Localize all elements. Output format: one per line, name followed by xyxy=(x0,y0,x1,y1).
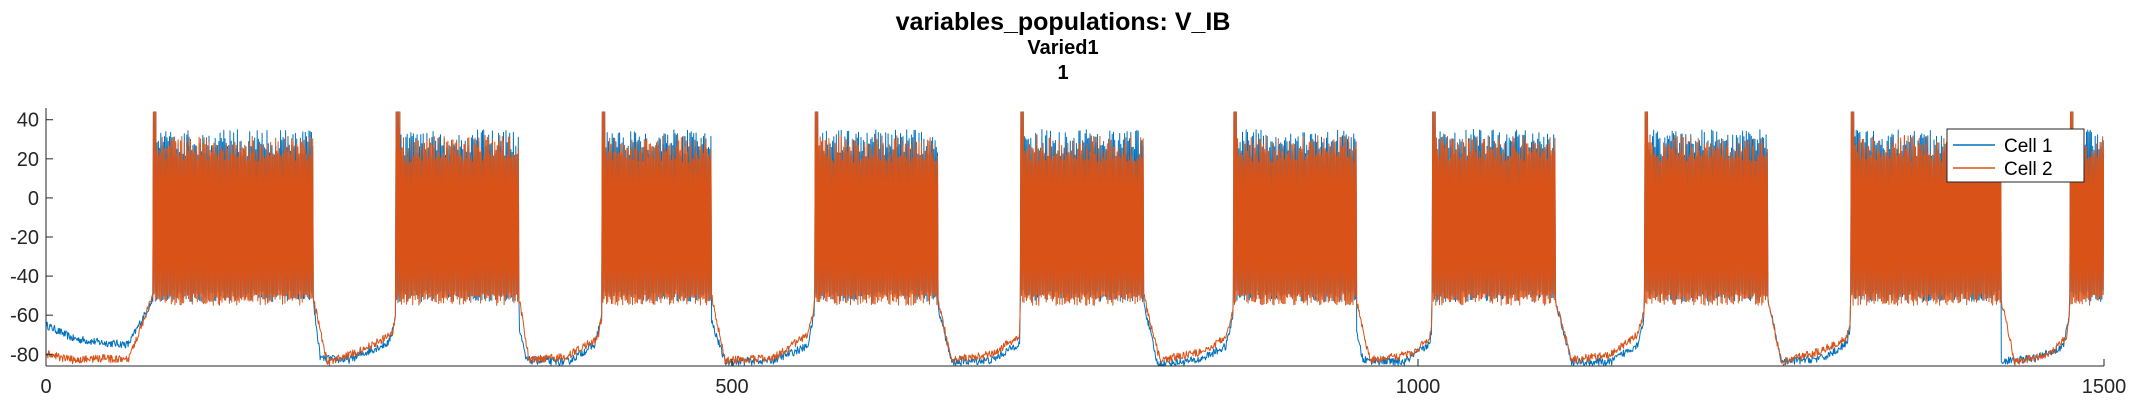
chart-subtitle-1: Varied1 xyxy=(1027,37,1098,59)
x-tick-label: 1000 xyxy=(1396,376,1441,398)
legend-label-cell-2: Cell 2 xyxy=(2004,159,2053,180)
series-line-cell-2 xyxy=(46,111,2104,366)
y-tick-label: -60 xyxy=(10,305,39,327)
x-ticks: 0 500 1000 1500 xyxy=(40,359,2126,398)
y-tick-label: 20 xyxy=(17,149,39,171)
y-tick-label: -20 xyxy=(10,227,39,249)
y-tick-label: -80 xyxy=(10,344,39,366)
legend: Cell 1 Cell 2 xyxy=(1946,128,2085,183)
x-tick-label: 0 xyxy=(40,376,51,398)
x-tick-label: 1500 xyxy=(2082,376,2127,398)
y-tick-label: 40 xyxy=(17,110,39,132)
y-tick-label: -40 xyxy=(10,266,39,288)
chart-title: variables_populations: V_IB xyxy=(896,8,1231,36)
y-tick-label: 0 xyxy=(28,188,39,210)
x-tick-label: 500 xyxy=(715,376,748,398)
legend-label-cell-1: Cell 1 xyxy=(2004,136,2053,157)
legend-box xyxy=(1946,128,2085,183)
series-layer xyxy=(46,111,2104,366)
chart-subtitle-2: 1 xyxy=(1057,62,1068,84)
y-ticks: -80 -60 -40 -20 0 20 40 xyxy=(10,110,53,366)
